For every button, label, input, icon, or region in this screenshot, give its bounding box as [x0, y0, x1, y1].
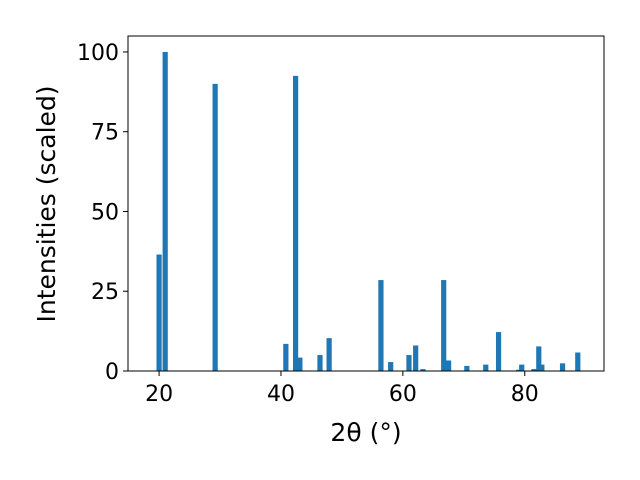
bar [519, 364, 525, 371]
bar [516, 369, 522, 371]
bar [445, 360, 452, 371]
bar [388, 362, 394, 371]
bar [539, 364, 545, 371]
bar [495, 332, 502, 371]
bar [283, 343, 289, 371]
y-axis-label: Intensities (scaled) [32, 85, 61, 322]
x-tick-label: 80 [511, 382, 539, 407]
bar [317, 355, 323, 371]
plot-frame [127, 35, 605, 372]
x-axis-label: 2θ (°) [330, 418, 401, 447]
bar [483, 364, 489, 371]
x-tick-label: 60 [389, 382, 417, 407]
bar [326, 338, 332, 371]
bar [531, 369, 537, 371]
bar [441, 280, 447, 371]
y-tick-label: 0 [105, 360, 119, 385]
bar [293, 75, 299, 371]
y-tick-label: 25 [91, 280, 119, 305]
y-tick-label: 100 [77, 41, 119, 66]
x-tick-label: 20 [145, 382, 173, 407]
y-tick-label: 75 [91, 121, 119, 146]
bar [575, 352, 581, 371]
y-tick-label: 50 [91, 200, 119, 225]
bar [420, 369, 426, 371]
bar [156, 254, 162, 371]
bar [378, 280, 384, 371]
bar [297, 357, 303, 371]
bar [536, 346, 542, 371]
bar [559, 363, 566, 371]
bar [162, 51, 168, 371]
bar [464, 365, 470, 371]
bar [406, 355, 412, 371]
bar [413, 345, 419, 371]
bar [212, 83, 218, 371]
x-tick-label: 40 [267, 382, 295, 407]
